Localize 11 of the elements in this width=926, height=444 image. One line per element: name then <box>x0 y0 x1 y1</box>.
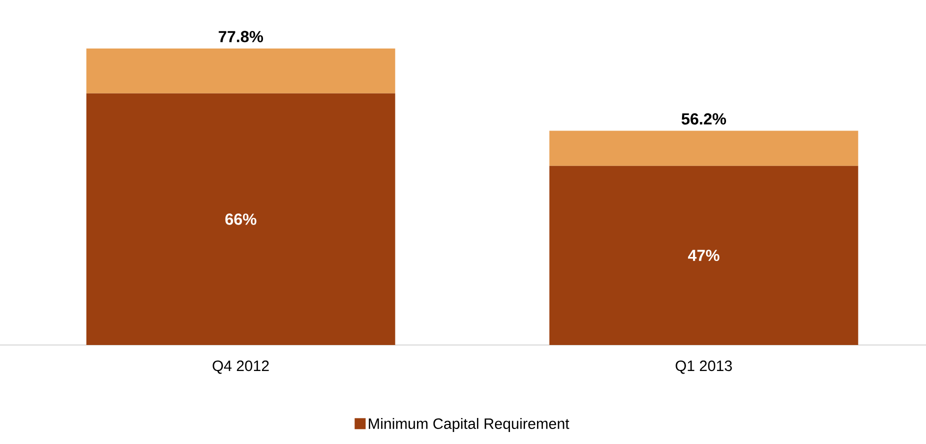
data-label: 66% <box>225 214 256 225</box>
legend-label: Minimum Capital Requirement <box>368 418 570 432</box>
total-label: 77.8% <box>218 30 264 42</box>
total-label: 56.2% <box>682 113 726 125</box>
bar <box>549 130 858 166</box>
data-label: 47% <box>688 250 720 262</box>
x-tick-label: Q1 2013 <box>676 360 732 374</box>
x-tick-label: Q4 2012 <box>212 360 269 374</box>
bar <box>86 93 396 345</box>
bar <box>549 166 858 345</box>
bar <box>86 48 396 94</box>
